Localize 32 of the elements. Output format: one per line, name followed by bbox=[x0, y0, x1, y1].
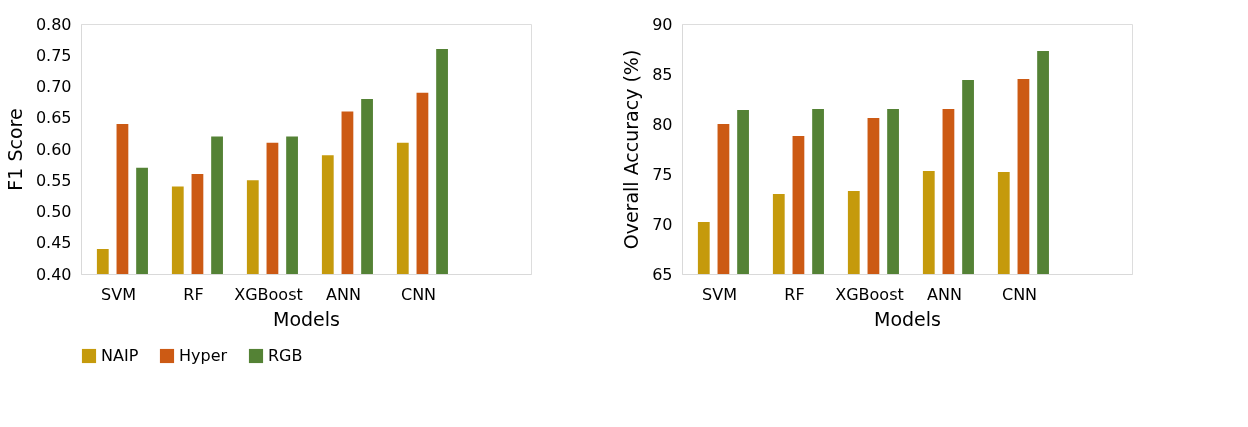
y-tick-label: 0.60 bbox=[35, 139, 72, 159]
y-tick-label: 80 bbox=[652, 114, 673, 134]
x-axis-title: Models bbox=[273, 307, 340, 330]
y-tick-label: 0.55 bbox=[35, 170, 72, 190]
y-tick-label: 70 bbox=[652, 214, 673, 234]
x-tick-label: ANN bbox=[927, 284, 962, 304]
legend-label: Hyper bbox=[179, 346, 228, 365]
y-axis-title: F1 Score bbox=[3, 108, 26, 191]
x-tick-label: RF bbox=[784, 284, 805, 304]
y-tick-label: 75 bbox=[652, 164, 673, 184]
x-tick-label: ANN bbox=[326, 284, 361, 304]
legend-label: NAIP bbox=[101, 346, 139, 365]
x-axis-title: Models bbox=[874, 307, 941, 330]
y-axis-title: Overall Accuracy (%) bbox=[620, 49, 643, 250]
x-tick-label: SVM bbox=[101, 284, 136, 304]
y-tick-label: 0.45 bbox=[35, 233, 72, 253]
x-tick-label: RF bbox=[183, 284, 204, 304]
y-tick-label: 0.65 bbox=[35, 108, 72, 128]
x-tick-label: XGBoost bbox=[234, 284, 303, 304]
x-tick-label: SVM bbox=[702, 284, 737, 304]
y-tick-label: 0.70 bbox=[35, 77, 72, 96]
legend-label: RGB bbox=[268, 346, 303, 365]
y-tick-label: 0.40 bbox=[35, 264, 72, 284]
y-tick-label: 65 bbox=[652, 264, 673, 284]
x-tick-label: CNN bbox=[400, 284, 437, 304]
x-tick-label: XGBoost bbox=[835, 284, 904, 304]
x-tick-label: CNN bbox=[1001, 284, 1038, 304]
y-tick-label: 0.75 bbox=[35, 45, 72, 65]
y-tick-label: 0.80 bbox=[35, 14, 72, 34]
y-tick-label: 0.50 bbox=[35, 202, 72, 221]
y-tick-label: 85 bbox=[652, 64, 673, 84]
y-tick-label: 90 bbox=[652, 14, 673, 34]
